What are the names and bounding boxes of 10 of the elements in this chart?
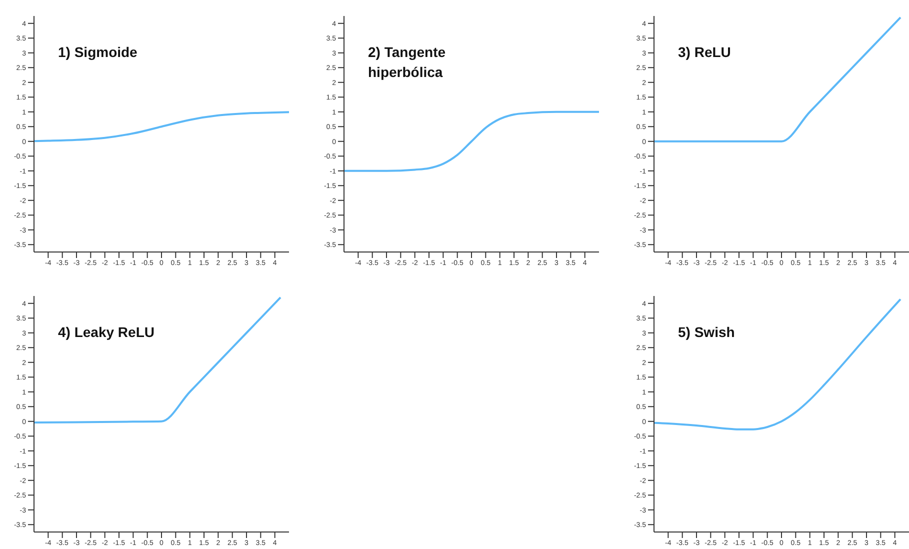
line-series <box>344 110 599 172</box>
text: 3) ReLU <box>678 43 731 62</box>
line-series <box>654 298 902 430</box>
line-series <box>34 296 282 424</box>
text: 1) Sigmoide <box>58 43 138 62</box>
text: 5) Swish <box>678 323 735 342</box>
line-series <box>654 16 902 142</box>
text: 2) Tangente hiperbólica <box>368 43 447 82</box>
text: 4) Leaky ReLU <box>58 323 154 342</box>
line-series <box>34 111 289 142</box>
